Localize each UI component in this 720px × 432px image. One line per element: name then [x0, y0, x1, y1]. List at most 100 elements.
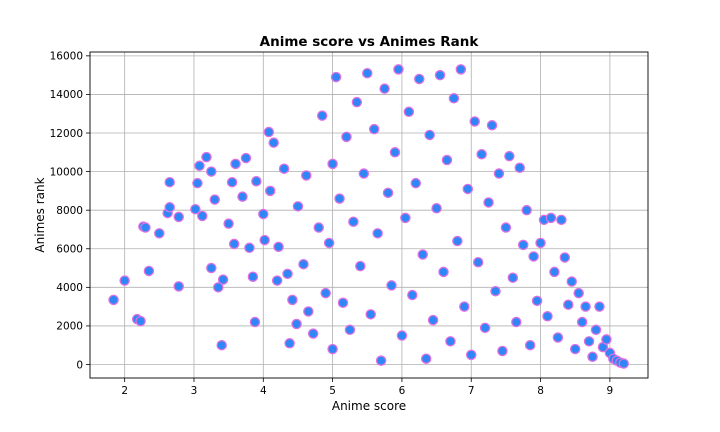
data-point — [552, 332, 564, 343]
y-tick-label: 8000 — [56, 205, 83, 217]
data-point — [545, 212, 557, 224]
y-tick-label: 6000 — [56, 244, 83, 256]
x-tick-label: 7 — [468, 385, 475, 397]
data-point — [358, 168, 370, 179]
data-point — [197, 210, 208, 222]
data-point — [618, 358, 629, 369]
x-tick-label: 9 — [607, 385, 614, 397]
data-point — [563, 299, 574, 310]
data-point — [448, 93, 460, 104]
data-point — [566, 276, 578, 287]
data-point — [472, 257, 484, 268]
data-point — [301, 170, 312, 181]
plot-frame — [89, 51, 649, 379]
data-point — [259, 234, 270, 246]
data-point — [135, 315, 146, 327]
data-point — [375, 355, 387, 366]
data-point — [212, 282, 224, 293]
data-point — [517, 239, 529, 251]
data-point — [521, 204, 532, 216]
data-point — [327, 158, 338, 170]
data-point — [549, 266, 560, 278]
data-point — [455, 64, 467, 75]
data-point — [143, 265, 155, 277]
data-point — [393, 64, 404, 75]
data-point — [434, 69, 446, 81]
data-point — [244, 242, 255, 254]
data-point — [190, 203, 201, 215]
data-point — [403, 106, 415, 118]
x-tick-label: 2 — [121, 385, 128, 397]
data-point — [573, 287, 584, 299]
x-tick-label: 4 — [260, 385, 267, 397]
data-point — [583, 336, 595, 347]
data-point — [228, 238, 240, 250]
data-point — [240, 152, 252, 164]
data-point — [469, 116, 480, 127]
data-point — [284, 338, 295, 349]
y-tick-label: 16000 — [50, 51, 83, 63]
data-point — [247, 271, 259, 282]
data-point — [556, 214, 567, 226]
y-tick-label: 10000 — [50, 166, 83, 178]
data-point — [445, 336, 456, 347]
data-point — [323, 237, 335, 249]
data-point — [209, 194, 221, 205]
data-point — [263, 126, 275, 138]
data-point — [271, 275, 283, 286]
data-point — [490, 285, 501, 297]
x-tick-label: 6 — [399, 385, 406, 397]
data-point — [417, 249, 428, 260]
ticks: 2 3 4 5 6 7 8 9 0 2000 4000 6000 8000 10000 12000 14000… — [50, 51, 614, 397]
data-point — [307, 328, 319, 339]
data-point — [483, 197, 494, 208]
data-point — [601, 334, 612, 345]
data-point — [386, 280, 397, 291]
data-point — [479, 322, 491, 334]
data-point — [497, 345, 508, 357]
data-point — [476, 148, 487, 160]
points — [108, 64, 629, 369]
data-point — [355, 260, 366, 272]
data-point — [173, 211, 184, 223]
data-point — [330, 71, 342, 83]
data-point — [400, 212, 411, 224]
data-point — [507, 272, 519, 283]
data-point — [287, 294, 298, 306]
data-point — [427, 314, 439, 326]
data-point — [542, 311, 553, 322]
data-point — [164, 202, 175, 213]
data-point — [334, 193, 345, 204]
x-tick-label: 3 — [191, 385, 198, 397]
data-point — [587, 351, 598, 363]
data-point — [441, 154, 453, 166]
data-point — [407, 289, 418, 301]
data-point — [230, 158, 241, 170]
data-point — [362, 67, 373, 79]
data-point — [108, 294, 119, 306]
data-point — [237, 191, 248, 202]
data-point — [594, 301, 605, 312]
data-point — [382, 187, 394, 199]
data-point — [258, 208, 269, 220]
data-point — [514, 162, 526, 173]
x-axis-label: Anime score — [332, 399, 406, 413]
data-point — [140, 222, 151, 233]
y-tick-label: 12000 — [50, 128, 83, 140]
data-point — [368, 123, 380, 135]
data-point — [524, 339, 536, 351]
data-point — [559, 252, 571, 263]
data-point — [192, 177, 203, 189]
data-point — [298, 258, 309, 270]
data-point — [249, 316, 261, 328]
data-point — [313, 222, 324, 233]
data-point — [569, 343, 581, 355]
data-point — [194, 160, 205, 172]
y-axis-label: Animes rank — [33, 177, 47, 252]
data-point — [282, 268, 293, 280]
data-point — [206, 166, 217, 177]
data-point — [486, 120, 498, 131]
data-point — [223, 218, 234, 229]
data-point — [535, 237, 546, 249]
